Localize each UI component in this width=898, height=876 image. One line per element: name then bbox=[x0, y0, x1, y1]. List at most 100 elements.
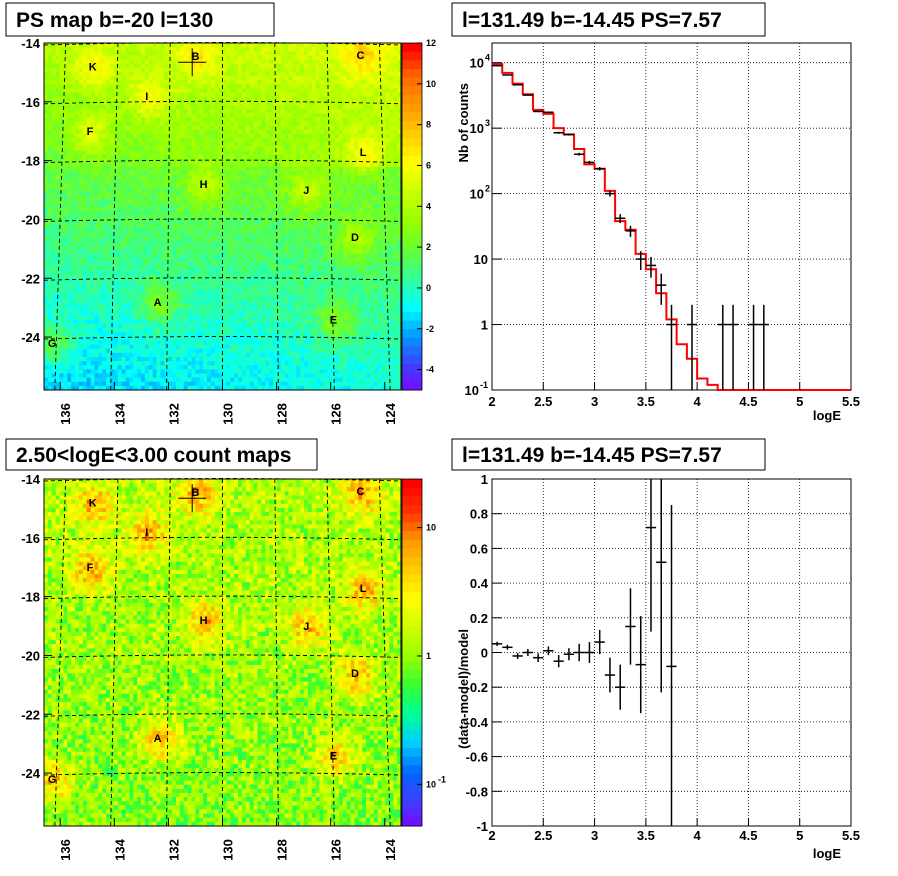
map-pixel bbox=[261, 245, 266, 250]
map-pixel bbox=[300, 150, 305, 155]
map-pixel bbox=[249, 113, 254, 118]
map-pixel bbox=[206, 261, 212, 267]
map-pixel bbox=[133, 220, 138, 226]
map-pixel bbox=[397, 76, 402, 81]
map-pixel bbox=[59, 51, 64, 56]
map-pixel bbox=[362, 187, 367, 193]
map-pixel bbox=[44, 224, 49, 230]
map-pixel bbox=[55, 233, 60, 238]
map-pixel bbox=[369, 109, 375, 114]
map-pixel bbox=[160, 80, 165, 85]
map-pixel bbox=[78, 47, 84, 52]
map-pixel bbox=[191, 88, 196, 93]
map-pixel bbox=[265, 261, 270, 267]
map-pixel bbox=[168, 261, 173, 267]
map-pixel bbox=[350, 162, 355, 168]
map-pixel bbox=[311, 88, 317, 93]
map-pixel bbox=[144, 59, 150, 65]
map-pixel bbox=[226, 187, 231, 193]
map-pixel bbox=[152, 154, 157, 160]
map-pixel bbox=[338, 71, 344, 77]
map-pixel bbox=[338, 80, 344, 85]
map-pixel bbox=[210, 220, 216, 226]
map-pixel bbox=[214, 150, 220, 155]
map-pixel bbox=[86, 266, 91, 271]
map-pixel bbox=[172, 191, 177, 197]
map-pixel bbox=[121, 179, 126, 184]
map-pixel bbox=[86, 166, 91, 172]
map-pixel bbox=[121, 100, 126, 106]
map-pixel bbox=[67, 204, 72, 209]
map-pixel bbox=[234, 55, 239, 60]
map-pixel bbox=[385, 154, 390, 160]
map-pixel bbox=[230, 212, 235, 217]
map-pixel bbox=[362, 199, 367, 205]
map-pixel bbox=[296, 154, 301, 160]
map-pixel bbox=[385, 166, 390, 172]
map-pixel bbox=[75, 129, 80, 135]
map-pixel bbox=[102, 121, 107, 127]
map-pixel bbox=[373, 245, 379, 250]
map-pixel bbox=[284, 121, 289, 127]
map-pixel bbox=[218, 76, 223, 81]
map-pixel bbox=[206, 121, 212, 127]
map-pixel bbox=[261, 220, 266, 226]
map-pixel bbox=[191, 224, 196, 230]
map-pixel bbox=[148, 51, 154, 56]
map-pixel bbox=[71, 249, 76, 255]
map-pixel bbox=[389, 47, 394, 52]
map-pixel bbox=[94, 195, 99, 201]
map-pixel bbox=[397, 199, 402, 205]
map-pixel bbox=[276, 121, 282, 127]
map-pixel bbox=[381, 257, 386, 263]
map-pixel bbox=[323, 55, 328, 60]
map-pixel bbox=[203, 249, 208, 255]
map-pixel bbox=[261, 237, 266, 242]
map-pixel bbox=[276, 154, 282, 160]
map-pixel bbox=[238, 63, 243, 69]
map-pixel bbox=[272, 100, 278, 106]
map-pixel bbox=[75, 43, 80, 48]
map-pixel bbox=[276, 129, 282, 135]
map-pixel bbox=[179, 142, 185, 147]
map-pixel bbox=[172, 133, 177, 139]
map-pixel bbox=[284, 80, 289, 85]
map-pixel bbox=[362, 191, 367, 197]
map-pixel bbox=[63, 199, 68, 205]
map-pixel bbox=[245, 187, 251, 193]
map-pixel bbox=[346, 138, 351, 143]
map-pixel bbox=[133, 96, 138, 102]
map-pixel bbox=[47, 43, 53, 48]
map-pixel bbox=[59, 109, 64, 114]
map-pixel bbox=[117, 216, 123, 222]
map-pixel bbox=[346, 237, 351, 242]
map-pixel bbox=[257, 253, 262, 259]
map-pixel bbox=[141, 43, 146, 48]
map-pixel bbox=[331, 204, 336, 209]
map-pixel bbox=[327, 76, 332, 81]
map-pixel bbox=[47, 47, 53, 52]
map-pixel bbox=[331, 104, 336, 110]
map-pixel bbox=[389, 59, 394, 65]
map-pixel bbox=[195, 154, 200, 160]
map-pixel bbox=[195, 71, 200, 77]
map-pixel bbox=[315, 84, 320, 89]
map-pixel bbox=[265, 199, 270, 205]
map-pixel bbox=[272, 208, 278, 213]
map-pixel bbox=[82, 47, 88, 52]
map-pixel bbox=[133, 266, 138, 271]
map-pixel bbox=[199, 104, 204, 110]
map-pixel bbox=[218, 150, 223, 155]
map-pixel bbox=[335, 199, 340, 205]
map-pixel bbox=[261, 129, 266, 135]
map-pixel bbox=[44, 138, 49, 143]
map-pixel bbox=[241, 166, 247, 172]
map-pixel bbox=[117, 183, 123, 188]
map-pixel bbox=[152, 208, 157, 213]
map-pixel bbox=[63, 150, 68, 155]
map-pixel bbox=[230, 96, 235, 102]
map-pixel bbox=[354, 237, 359, 242]
map-pixel bbox=[218, 117, 223, 122]
map-pixel bbox=[226, 92, 231, 98]
map-pixel bbox=[366, 67, 371, 73]
